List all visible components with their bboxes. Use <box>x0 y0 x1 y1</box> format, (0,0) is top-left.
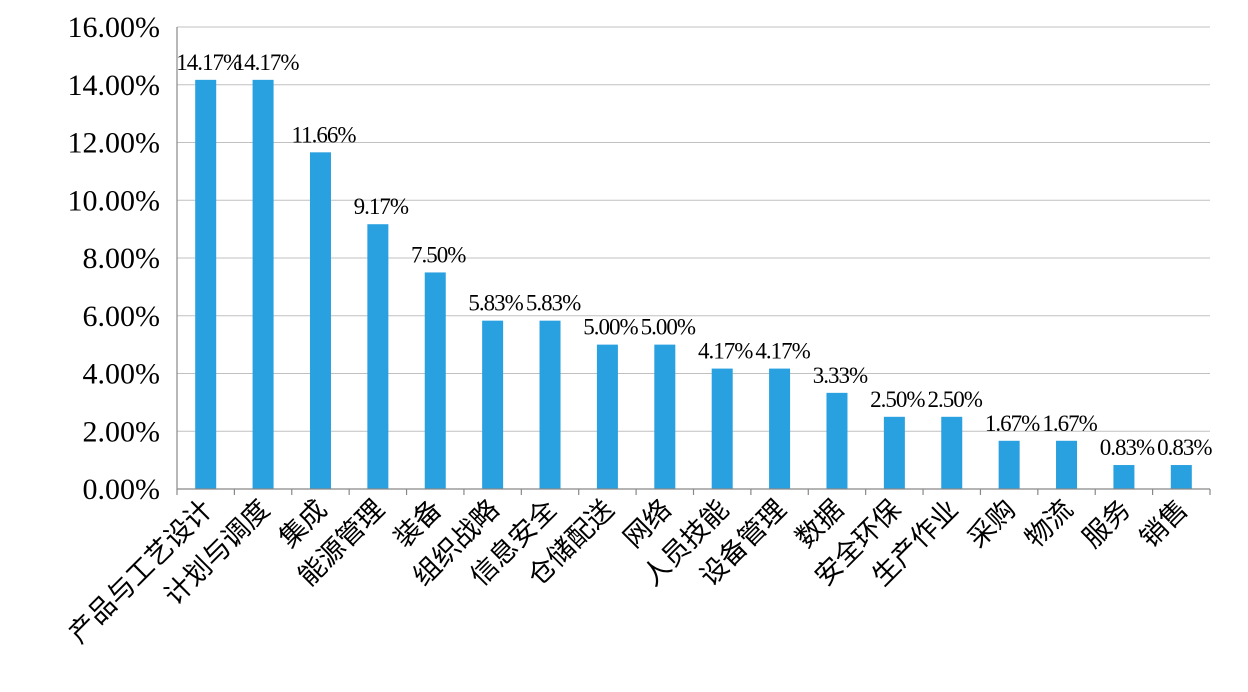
data-label: 7.50% <box>411 242 466 267</box>
bar <box>711 368 733 489</box>
y-tick-label: 2.00% <box>83 415 161 448</box>
bar <box>195 79 217 489</box>
bar <box>883 416 905 489</box>
data-label: 2.50% <box>928 387 983 412</box>
bars <box>195 79 1192 489</box>
bar <box>424 272 446 489</box>
data-label: 11.66% <box>291 122 356 147</box>
bar <box>539 320 561 489</box>
bar <box>309 152 331 489</box>
data-label: 0.83% <box>1100 435 1155 460</box>
data-label: 9.17% <box>354 194 409 219</box>
bar <box>998 440 1020 489</box>
x-tick-label: 销售 <box>1134 494 1194 554</box>
axes <box>176 27 1211 495</box>
data-labels: 14.17%14.17%11.66%9.17%7.50%5.83% 5.83%5.… <box>176 50 1213 460</box>
bar <box>941 416 963 489</box>
y-tick-label: 16.00% <box>68 11 161 44</box>
data-label: 4.17% <box>755 339 810 364</box>
y-tick-label: 4.00% <box>83 358 161 391</box>
data-label: 1.67% <box>1042 411 1097 436</box>
bar <box>769 368 791 489</box>
bar <box>482 320 504 489</box>
data-label: 2.50% <box>870 387 925 412</box>
data-label: 5.00% <box>583 315 638 340</box>
bar <box>252 79 274 489</box>
y-tick-label: 0.00% <box>83 473 161 506</box>
data-label: 1.67% <box>985 411 1040 436</box>
data-label: 3.33% <box>813 363 868 388</box>
y-tick-label: 6.00% <box>83 300 161 333</box>
bar <box>654 344 676 489</box>
bar <box>1056 440 1078 489</box>
y-tick-label: 12.00% <box>68 127 161 160</box>
bar <box>1113 465 1135 489</box>
y-tick-label: 8.00% <box>83 242 161 275</box>
bar <box>1170 465 1192 489</box>
y-tick-labels: 0.00% 2.00% 4.00% 6.00% 8.00% 10.00% 12.00% 14.… <box>68 11 161 506</box>
x-tick-labels: 产品与工艺设计计划与调度集成能源管理装备组织战略信息安全仓储配送网络人员技能设备… <box>63 494 1194 650</box>
bar <box>367 224 389 489</box>
data-label: 0.83% <box>1157 435 1212 460</box>
x-tick-label: 采购 <box>962 494 1022 554</box>
data-label: 4.17% <box>698 339 753 364</box>
data-label: 5.83% <box>526 291 581 316</box>
gridlines <box>177 26 1210 432</box>
y-tick-label: 14.00% <box>68 69 161 102</box>
data-label: 14.17% <box>234 50 300 75</box>
y-tick-label: 10.00% <box>68 184 161 217</box>
x-tick-label: 服务 <box>1077 494 1137 554</box>
data-label: 14.17% <box>176 50 242 75</box>
data-label: 5.00% <box>641 315 696 340</box>
data-label: 5.83% <box>468 291 523 316</box>
x-tick-label: 物流 <box>1019 494 1079 554</box>
bar <box>596 344 618 489</box>
bar <box>826 392 848 489</box>
